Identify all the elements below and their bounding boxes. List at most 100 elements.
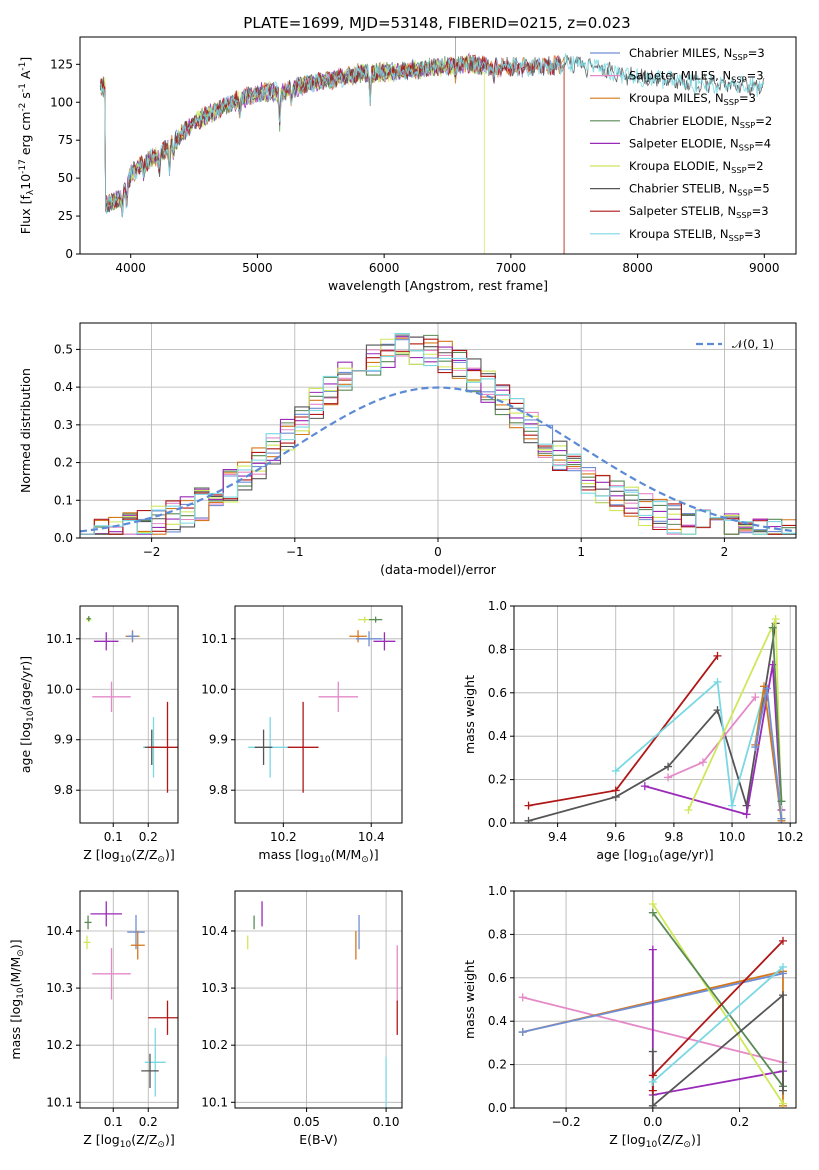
x-axis-label: Z [log10(Z/Z⊙)] xyxy=(83,847,174,865)
weight-marker xyxy=(524,801,533,810)
weight-marker xyxy=(778,962,787,971)
errorbar-kroupa-miles xyxy=(130,930,145,960)
y-tick-label: 9.9 xyxy=(209,733,228,747)
weight-marker xyxy=(518,1028,527,1037)
y-tick-label: 10.0 xyxy=(46,682,73,696)
spectrum-legend: Chabrier MILES, NSSP=3 Salpeter MILES, NS… xyxy=(590,46,772,243)
y-axis-label: mass weight xyxy=(462,675,477,754)
y-tick-label: 0 xyxy=(65,247,73,261)
x-tick-label: 10.2 xyxy=(777,830,804,844)
x-tick-label: 0.1 xyxy=(104,830,123,844)
y-axis-label: mass weight xyxy=(462,960,477,1039)
x-axis-label: Z [log10(Z/Z⊙)] xyxy=(83,1132,174,1150)
legend-label-kroupa-elodie: Kroupa ELODIE, NSSP=2 xyxy=(629,159,764,175)
x-axis-label: Z [log10(Z/Z⊙)] xyxy=(609,1132,700,1150)
x-tick-label: 0.05 xyxy=(293,1115,320,1129)
residuals-axes: −2 −1 0 1 2 0.0 0.1 0.2 0.3 0.4 0.5 (data-model)/er… xyxy=(18,323,796,577)
x-tick-label: 2 xyxy=(721,545,729,559)
y-axis-label: mass [log10(M/M⊙)] xyxy=(8,939,26,1059)
weight-marker xyxy=(778,1099,787,1108)
errorbar-chabrier-elodie xyxy=(84,915,92,930)
y-tick-label: 100 xyxy=(50,95,73,109)
legend-label-kroupa-stelib: Kroupa STELIB, NSSP=3 xyxy=(629,227,761,243)
x-tick-label: 0.1 xyxy=(104,1115,123,1129)
x-tick-label: 6000 xyxy=(369,261,400,275)
weight-marker xyxy=(640,782,649,791)
errorbar-chabrier-elodie xyxy=(86,616,91,622)
x-axis-label: wavelength [Angstrom, rest frame] xyxy=(328,278,548,293)
y-tick-label: 0.4 xyxy=(488,729,507,743)
y-tick-label: 0.2 xyxy=(488,1058,507,1072)
weight-marker xyxy=(611,792,620,801)
weight-marker xyxy=(742,810,751,819)
weight-marker xyxy=(648,1047,657,1056)
x-axis-label: mass [log10(M/M⊙)] xyxy=(258,847,378,865)
y-tick-label: 10.3 xyxy=(201,981,228,995)
weight-line xyxy=(667,696,757,779)
weight-marker xyxy=(518,993,527,1002)
weights_vs_Z-frame xyxy=(513,890,797,1109)
x-tick-label: 10.2 xyxy=(270,830,297,844)
y-tick-label: 75 xyxy=(58,133,73,147)
y-tick-label: 0.2 xyxy=(54,456,73,470)
y-tick-label: 10.4 xyxy=(46,924,73,938)
weight-series-kroupa-elodie xyxy=(648,900,787,1108)
x-tick-label: 10.4 xyxy=(358,830,385,844)
x-tick-label: 0.2 xyxy=(139,1115,158,1129)
weight-marker xyxy=(762,684,771,693)
mass_vs_Z-frame xyxy=(79,890,179,1109)
x-tick-label: 0.2 xyxy=(730,1115,749,1129)
weight-marker xyxy=(684,805,693,814)
x-tick-label: 0.2 xyxy=(139,830,158,844)
legend-label-chabrier-elodie: Chabrier ELODIE, NSSP=2 xyxy=(629,114,772,130)
errorbar-chabrier-stelib xyxy=(254,729,273,765)
y-tick-label: 10.0 xyxy=(201,682,228,696)
weight-marker xyxy=(777,814,786,823)
errorbar-chabrier-miles xyxy=(355,631,383,647)
figure-title: PLATE=1699, MJD=53148, FIBERID=0215, z=0… xyxy=(243,14,630,32)
age_vs_Z-points xyxy=(85,616,178,793)
weight-marker xyxy=(648,908,657,917)
x-tick-label: 9.8 xyxy=(664,830,683,844)
weight-marker xyxy=(751,693,760,702)
weight-marker xyxy=(524,816,533,823)
weight-line xyxy=(771,627,783,802)
weight-marker xyxy=(751,743,760,752)
x-tick-label: 5000 xyxy=(242,261,273,275)
histogram-group xyxy=(80,333,796,535)
y-tick-label: 10.1 xyxy=(201,1095,228,1109)
weight-marker xyxy=(713,677,722,686)
weight-marker xyxy=(664,773,673,782)
errorbar-salpeter-stelib xyxy=(287,701,319,793)
weight-marker xyxy=(728,801,737,810)
weight-series-salpeter-stelib xyxy=(648,936,787,1095)
y-axis-label: Flux [fλ10-17 erg cm-2 s-1 A-1] xyxy=(18,57,36,235)
weight-series-kroupa-stelib xyxy=(648,962,787,1086)
normal-curve xyxy=(80,386,796,533)
y-tick-label: 0.4 xyxy=(488,1014,507,1028)
x-tick-label: 10.0 xyxy=(719,830,746,844)
weight-marker xyxy=(742,801,751,810)
weight-series-salpeter-elodie xyxy=(648,945,787,1099)
weight-marker xyxy=(771,615,780,624)
weight-marker xyxy=(648,900,657,909)
mass_vs_Z-points xyxy=(83,901,178,1097)
y-tick-label: 10.1 xyxy=(46,1095,73,1109)
legend-label-chabrier-stelib: Chabrier STELIB, NSSP=5 xyxy=(629,182,770,198)
mass_vs_ebv-points xyxy=(247,901,398,1108)
y-tick-label: 10.4 xyxy=(201,924,228,938)
age_vs_mass-points xyxy=(248,616,396,793)
weight-series-salpeter-miles xyxy=(664,693,760,782)
errorbar-salpeter-miles xyxy=(92,948,131,1000)
y-tick-label: 0.8 xyxy=(488,642,507,656)
weight-line xyxy=(644,664,783,816)
spectrum-frame xyxy=(79,36,797,255)
residuals-frame xyxy=(79,322,797,539)
x-tick-label: 0.10 xyxy=(373,1115,400,1129)
y-tick-label: 0.8 xyxy=(488,927,507,941)
x-tick-label: 8000 xyxy=(622,261,653,275)
y-axis-label: age [log10(age/yr)] xyxy=(18,656,36,773)
spectrum-line-salpeter-elodie xyxy=(100,52,485,217)
weight-marker xyxy=(648,1077,657,1086)
legend-label-salpeter-miles: Salpeter MILES, NSSP=3 xyxy=(629,69,764,85)
